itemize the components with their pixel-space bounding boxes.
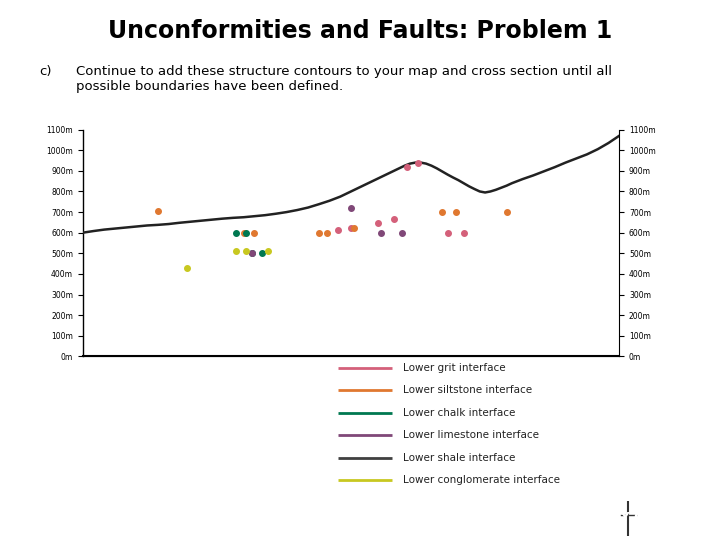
Text: Lower shale interface: Lower shale interface	[403, 453, 516, 463]
Text: Continue to add these structure contours to your map and cross section until all: Continue to add these structure contours…	[76, 65, 611, 93]
Text: Lower limestone interface: Lower limestone interface	[403, 430, 539, 440]
Text: School of Earth and Environment: School of Earth and Environment	[18, 510, 276, 524]
Text: Lower conglomerate interface: Lower conglomerate interface	[403, 475, 560, 485]
Text: UNIVERSITY OF LEEDS: UNIVERSITY OF LEEDS	[546, 511, 702, 524]
Text: Lower siltstone interface: Lower siltstone interface	[403, 385, 532, 395]
Text: c): c)	[40, 65, 52, 78]
Text: Lower chalk interface: Lower chalk interface	[403, 408, 516, 417]
Text: Lower grit interface: Lower grit interface	[403, 363, 506, 373]
Text: Unconformities and Faults: Problem 1: Unconformities and Faults: Problem 1	[108, 19, 612, 43]
